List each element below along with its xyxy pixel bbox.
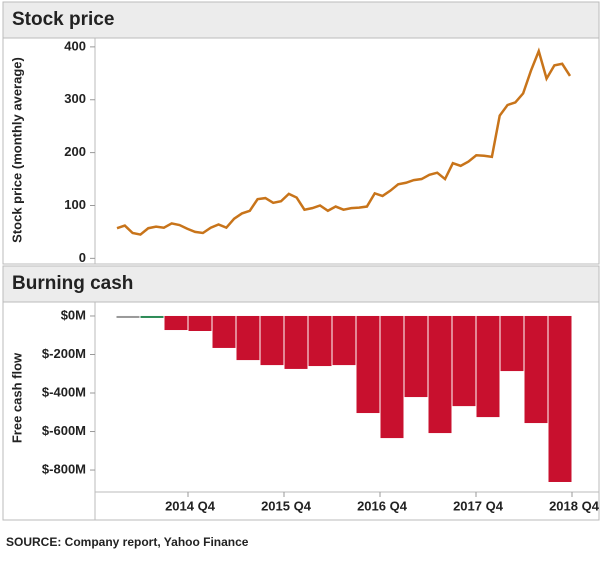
bar <box>476 315 500 418</box>
header-bg <box>2 1 600 39</box>
bar <box>140 315 164 318</box>
bar <box>332 315 356 366</box>
bar <box>452 315 476 407</box>
line <box>116 47 572 236</box>
bar <box>116 315 140 318</box>
bar <box>284 315 308 369</box>
bar <box>164 315 188 331</box>
bar <box>308 315 332 367</box>
bar <box>404 315 428 398</box>
header-bg <box>2 265 600 303</box>
y-axis-label: Free cash flow <box>9 352 24 443</box>
bar <box>188 315 212 331</box>
bar <box>548 315 572 482</box>
y-tick-label: $0M <box>61 307 86 322</box>
y-tick-label: $-200M <box>42 346 86 361</box>
y-tick-label: 100 <box>64 197 86 212</box>
y-tick-label: 0 <box>79 250 86 265</box>
x-tick-label: 2014 Q4 <box>165 498 216 513</box>
y-tick-label: $-400M <box>42 384 86 399</box>
y-tick-label: $-600M <box>42 423 86 438</box>
x-tick-label: 2017 Q4 <box>453 498 504 513</box>
bar <box>500 315 524 372</box>
x-tick-label: 2018 Q4 <box>549 498 600 513</box>
bar <box>260 315 284 366</box>
y-tick-label: 400 <box>64 38 86 53</box>
y-tick-label: 300 <box>64 91 86 106</box>
panel-title: Burning cash <box>12 273 133 294</box>
y-axis-label: Stock price (monthly average) <box>9 57 24 243</box>
bar <box>524 315 548 424</box>
bar <box>356 315 380 414</box>
bar <box>380 315 404 439</box>
source: SOURCE: Company report, Yahoo Finance <box>6 535 249 549</box>
x-tick-label: 2015 Q4 <box>261 498 312 513</box>
panel-bg <box>2 37 600 265</box>
bar <box>236 315 260 361</box>
bar <box>212 315 236 348</box>
x-tick-label: 2016 Q4 <box>357 498 408 513</box>
y-tick-label: $-800M <box>42 461 86 476</box>
panel-title: Stock price <box>12 9 114 30</box>
bar <box>428 315 452 434</box>
y-tick-label: 200 <box>64 144 86 159</box>
